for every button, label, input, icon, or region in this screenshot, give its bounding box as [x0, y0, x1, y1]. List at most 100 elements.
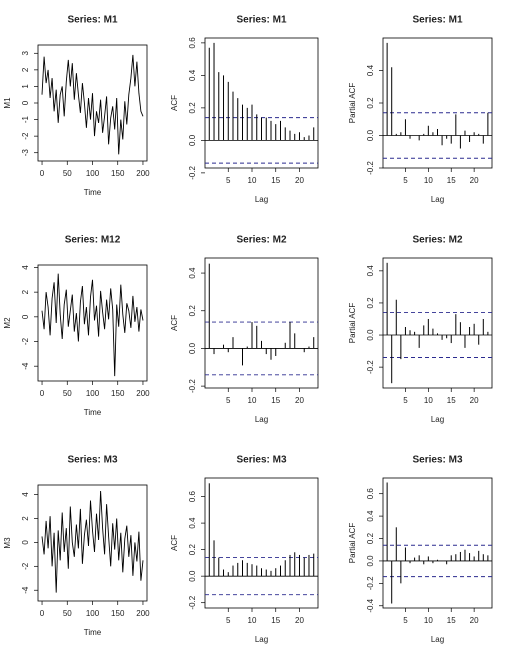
plot-box [204, 37, 319, 169]
x-axis-label: Time [84, 408, 102, 417]
y-tick-label: -4 [21, 362, 30, 370]
x-tick-label: 15 [447, 616, 456, 625]
panel-title: Series: M12 [65, 235, 121, 246]
y-tick-label: -0.2 [188, 595, 197, 609]
y-tick-label: 0.6 [366, 488, 375, 500]
y-tick-label: 0.0 [188, 134, 197, 146]
panel: Series: M1 Lag ACF 5 10 15 20 -0.2 0.0 0.2 0.4 0.6 [170, 15, 319, 204]
x-axis-label: Lag [255, 635, 268, 644]
panel: Series: M12 Time M2 0 50 100 150 200 -4 -2 0 2 4 [3, 235, 150, 417]
x-tick-label: 10 [248, 176, 257, 185]
y-tick-label: 0.0 [366, 555, 375, 567]
x-tick-label: 5 [403, 616, 408, 625]
y-axis-label: M3 [3, 537, 12, 549]
panel-title: Series: M3 [412, 455, 462, 466]
y-tick-label: 4 [21, 492, 30, 497]
y-tick-label: 0.6 [188, 490, 197, 502]
y-tick-label: 0.2 [188, 102, 197, 114]
panel: Series: M3 Lag ACF 5 10 15 20 -0.2 0.0 0.2 0.4 0.6 [170, 455, 319, 644]
y-tick-label: 0.0 [188, 570, 197, 582]
x-tick-label: 50 [63, 389, 72, 398]
y-tick-label: 0.4 [366, 510, 375, 522]
panel-title: Series: M1 [67, 15, 117, 26]
y-tick-label: -1 [21, 115, 30, 123]
x-tick-label: 5 [226, 176, 231, 185]
y-tick-label: -0.2 [188, 379, 197, 393]
x-axis-label: Lag [431, 635, 444, 644]
x-tick-label: 10 [424, 396, 433, 405]
plot-box [204, 257, 319, 389]
x-tick-label: 200 [136, 389, 150, 398]
x-tick-label: 150 [111, 389, 125, 398]
y-axis-label: ACF [170, 95, 179, 111]
x-tick-label: 100 [86, 609, 100, 618]
y-tick-label: 0.4 [366, 64, 375, 76]
plot-box [382, 257, 493, 389]
series-line [41, 490, 144, 593]
plot-box [382, 477, 493, 609]
panel: Series: M3 Time M3 0 50 100 150 200 -4 -2 0 2 4 [3, 455, 150, 637]
x-axis-label: Lag [431, 415, 444, 424]
x-tick-label: 20 [295, 176, 304, 185]
panel: Series: M1 Lag Partial ACF 5 10 15 20 -0.2 0.0 0.… [348, 15, 493, 204]
panel: Series: M2 Lag Partial ACF 5 10 15 20 -0.2 0.0 0.… [348, 235, 493, 424]
y-tick-label: 0.2 [366, 97, 375, 109]
y-tick-label: 0.0 [366, 129, 375, 141]
panel: Series: M3 Lag Partial ACF 5 10 15 20 -0.4 -0.2 0… [348, 455, 493, 644]
x-tick-label: 15 [447, 176, 456, 185]
panel: Series: M2 Lag ACF 5 10 15 20 -0.2 0.0 0.2 0.4 [170, 235, 319, 424]
x-tick-label: 20 [295, 616, 304, 625]
y-tick-label: 0.2 [188, 305, 197, 317]
y-tick-label: -2 [21, 337, 30, 345]
y-tick-label: -0.2 [366, 360, 375, 374]
x-tick-label: 100 [86, 169, 100, 178]
y-tick-label: -0.2 [188, 165, 197, 179]
x-tick-label: 150 [111, 609, 125, 618]
y-tick-label: 0.2 [366, 297, 375, 309]
plot-box [204, 477, 319, 609]
panel-title: Series: M1 [236, 15, 286, 26]
y-tick-label: 4 [21, 265, 30, 270]
y-tick-label: 0.0 [188, 342, 197, 354]
panel: Series: M1 Time M1 0 50 100 150 200 -3 -2 -1 0 1 2 3 [3, 15, 150, 197]
y-axis-label: Partial ACF [348, 83, 357, 124]
x-tick-label: 15 [271, 396, 280, 405]
x-tick-label: 15 [447, 396, 456, 405]
x-tick-label: 5 [226, 616, 231, 625]
y-tick-label: 0.6 [188, 37, 197, 49]
y-tick-label: -3 [21, 149, 30, 157]
x-axis-label: Lag [255, 415, 268, 424]
panel-title: Series: M2 [412, 235, 462, 246]
x-tick-label: 10 [248, 396, 257, 405]
y-axis-label: M1 [3, 97, 12, 109]
plot-box [37, 44, 148, 162]
x-tick-label: 0 [40, 169, 45, 178]
y-tick-label: 0 [21, 100, 30, 105]
x-tick-label: 200 [136, 609, 150, 618]
x-axis-label: Time [84, 628, 102, 637]
x-tick-label: 5 [403, 176, 408, 185]
x-axis-label: Lag [431, 195, 444, 204]
x-tick-label: 200 [136, 169, 150, 178]
x-tick-label: 50 [63, 169, 72, 178]
panel-title: Series: M3 [67, 455, 117, 466]
x-tick-label: 150 [111, 169, 125, 178]
y-tick-label: 0.0 [366, 329, 375, 341]
y-tick-label: 0.2 [366, 532, 375, 544]
y-tick-label: 2 [21, 289, 30, 294]
x-tick-label: 5 [403, 396, 408, 405]
y-tick-label: 2 [21, 516, 30, 521]
plot-box [382, 37, 493, 169]
y-tick-label: 0.2 [188, 544, 197, 556]
y-tick-label: 0 [21, 314, 30, 319]
x-tick-label: 20 [470, 396, 479, 405]
x-axis-label: Time [84, 188, 102, 197]
y-tick-label: 0.4 [188, 517, 197, 529]
y-axis-label: M2 [3, 317, 12, 329]
x-tick-label: 15 [271, 176, 280, 185]
y-tick-label: -2 [21, 132, 30, 140]
x-tick-label: 20 [295, 396, 304, 405]
y-tick-label: 0.4 [366, 265, 375, 277]
x-tick-label: 20 [470, 616, 479, 625]
